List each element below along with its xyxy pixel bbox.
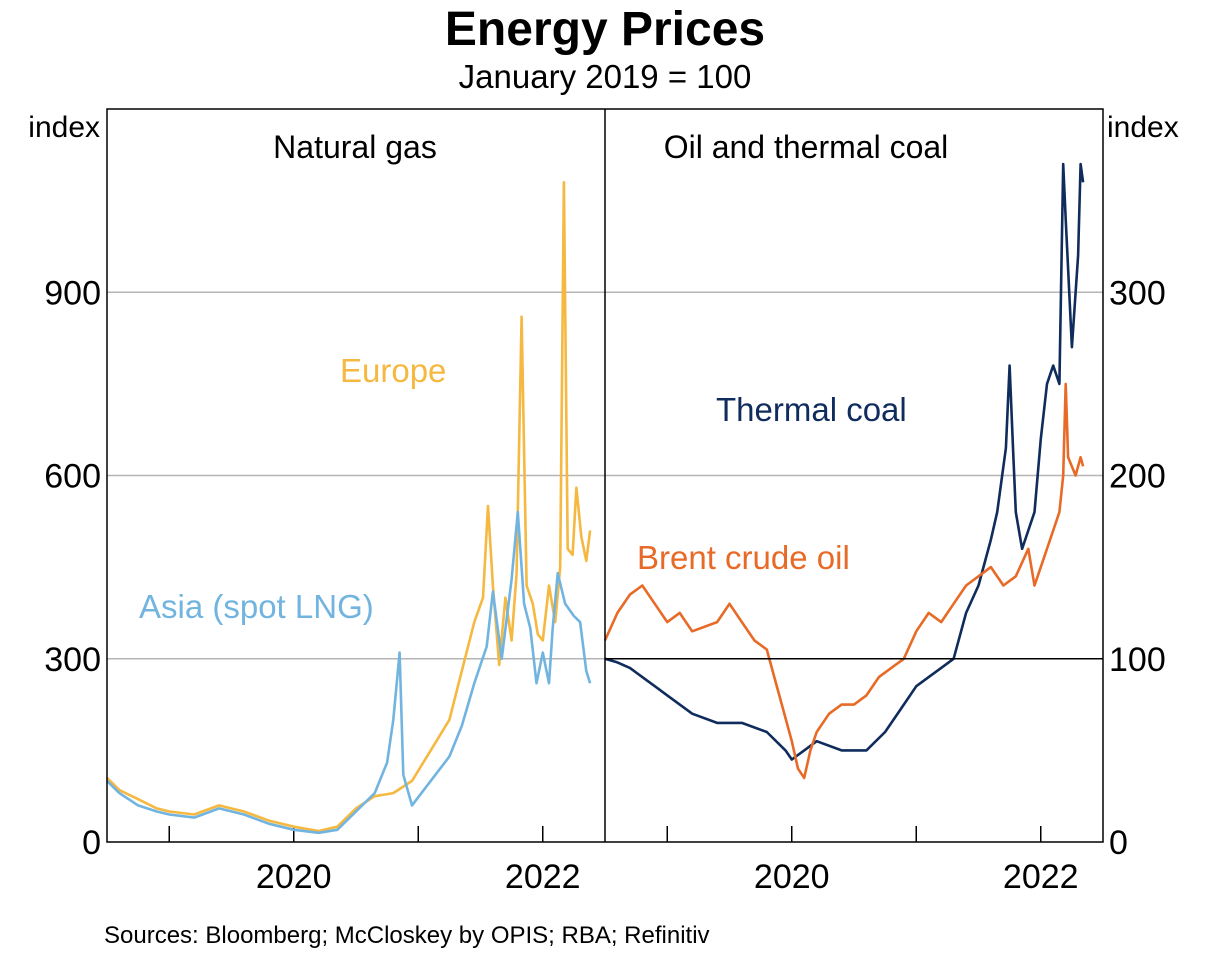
- y-tick-label-1-0: 0: [1109, 824, 1128, 862]
- panel-title-0: Natural gas: [273, 129, 437, 165]
- y-tick-label-1-1: 100: [1109, 641, 1166, 679]
- series-label-brent-crude-oil: Brent crude oil: [637, 539, 850, 576]
- series-label-europe: Europe: [340, 352, 446, 389]
- y-tick-label-1-3: 300: [1109, 274, 1166, 312]
- series-line-brent-crude-oil: [603, 382, 1085, 780]
- series-line-europe: [106, 181, 592, 833]
- y-tick-label-0-3: 900: [44, 274, 101, 312]
- chart-subtitle: January 2019 = 100: [458, 58, 752, 95]
- series-line-thermal-coal: [604, 162, 1085, 761]
- y-tick-label-1-2: 200: [1109, 458, 1166, 496]
- chart-title: Energy Prices: [444, 3, 766, 56]
- series-label-thermal-coal: Thermal coal: [716, 391, 907, 428]
- y-axis-label-left: index: [28, 111, 100, 144]
- x-tick-label-0-1: 2022: [505, 858, 581, 896]
- sources-footnote: Sources: Bloomberg; McCloskey by OPIS; R…: [104, 922, 710, 949]
- y-tick-label-0-2: 600: [44, 458, 101, 496]
- series-line-asia-spot-lng: [106, 510, 592, 835]
- panel-title-1: Oil and thermal coal: [664, 129, 949, 165]
- series-label-asia-spot-lng: Asia (spot LNG): [139, 588, 374, 625]
- x-tick-label-1-1: 2022: [1003, 858, 1079, 896]
- y-axis-label-right: index: [1107, 111, 1179, 144]
- x-tick-label-0-0: 2020: [256, 858, 332, 896]
- x-tick-label-1-0: 2020: [754, 858, 830, 896]
- y-tick-label-0-1: 300: [44, 641, 101, 679]
- y-tick-label-0-0: 0: [82, 824, 101, 862]
